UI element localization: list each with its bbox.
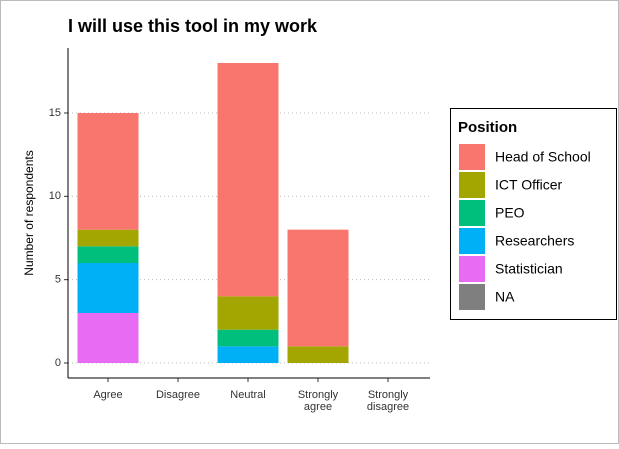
legend-title: Position bbox=[458, 119, 517, 136]
y-tick-label: 15 bbox=[49, 107, 61, 119]
legend-label: Researchers bbox=[495, 233, 574, 249]
legend-swatch bbox=[459, 228, 485, 254]
y-tick-label: 5 bbox=[55, 274, 61, 286]
legend-label: Statistician bbox=[495, 261, 563, 277]
legend-swatch bbox=[459, 256, 485, 282]
bar-segment bbox=[77, 263, 139, 313]
chart-title: I will use this tool in my work bbox=[68, 16, 318, 36]
bar-segment bbox=[77, 313, 139, 363]
x-tick-label: Disagree bbox=[156, 389, 200, 401]
bar-segment bbox=[77, 229, 139, 247]
legend-swatch bbox=[459, 200, 485, 226]
bar-segment bbox=[217, 63, 279, 297]
bar-segment bbox=[217, 296, 279, 330]
bar-segment bbox=[77, 246, 139, 263]
bar-segment bbox=[77, 113, 139, 230]
legend-label: NA bbox=[495, 289, 515, 305]
bar-segment bbox=[287, 229, 349, 347]
x-tick-label: Strongly disagree bbox=[367, 389, 409, 413]
bar-segment bbox=[287, 346, 349, 363]
bar-segment bbox=[217, 346, 279, 363]
legend-label: Head of School bbox=[495, 149, 591, 165]
bar-segment bbox=[217, 329, 279, 347]
x-tick-label: Neutral bbox=[230, 389, 265, 401]
x-tick-label: Strongly agree bbox=[298, 389, 339, 413]
legend-swatch bbox=[459, 144, 485, 170]
legend-swatch bbox=[459, 172, 485, 198]
legend-label: PEO bbox=[495, 205, 525, 221]
y-axis-label: Number of respondents bbox=[22, 150, 36, 275]
x-tick-label: Agree bbox=[93, 389, 122, 401]
y-tick-label: 10 bbox=[49, 190, 61, 202]
legend-label: ICT Officer bbox=[495, 177, 563, 193]
legend-swatch bbox=[459, 284, 485, 310]
y-tick-label: 0 bbox=[55, 357, 61, 369]
